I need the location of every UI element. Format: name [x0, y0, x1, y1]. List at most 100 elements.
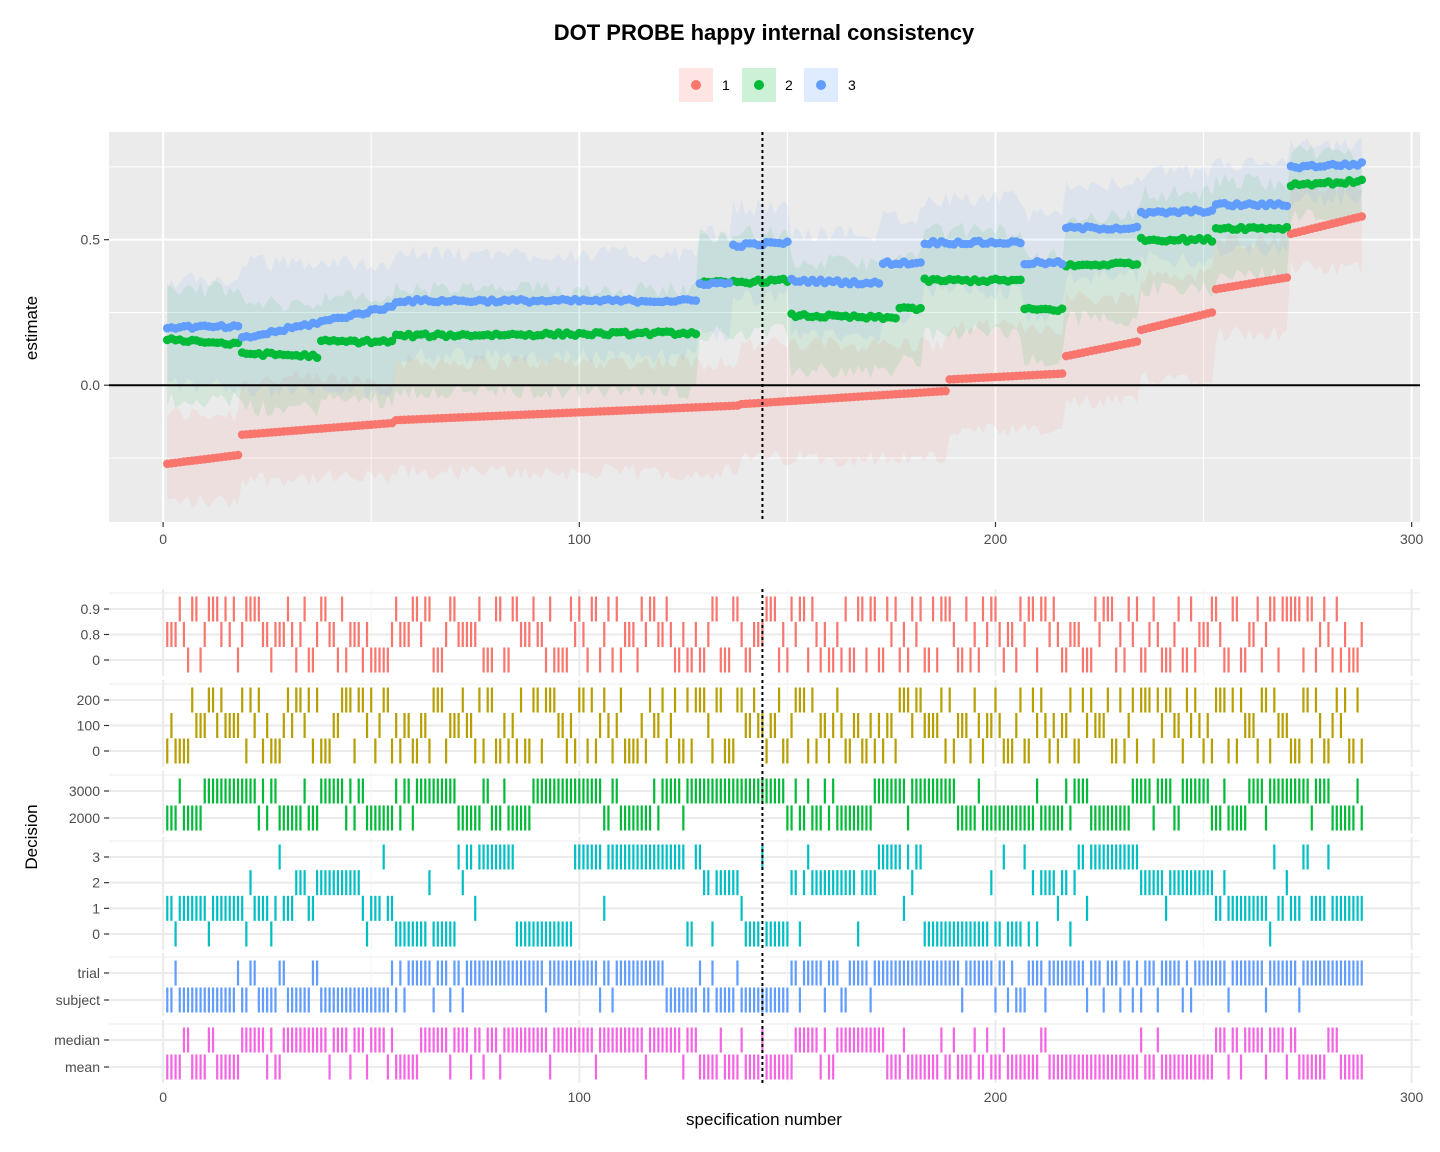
decision-tile — [511, 805, 514, 831]
decision-tile — [1065, 960, 1068, 986]
decision-tile — [182, 622, 186, 647]
decision-tile — [765, 596, 768, 622]
decision-tile — [386, 1054, 389, 1080]
decision-tile — [420, 921, 423, 947]
decision-tile — [1119, 987, 1122, 1013]
decision-tile — [378, 895, 381, 921]
decision-tile — [715, 870, 718, 896]
decision-tile — [1310, 895, 1313, 921]
decision-tile — [873, 738, 876, 764]
decision-tile — [299, 622, 302, 647]
decision-tile — [199, 647, 202, 673]
decision-tile — [270, 921, 273, 947]
decision-tile — [407, 778, 410, 804]
decision-tile — [640, 960, 643, 986]
decision-tile — [1081, 960, 1084, 986]
decision-tile — [420, 960, 423, 986]
decision-tile — [1027, 1054, 1030, 1080]
decision-tile — [224, 1054, 227, 1080]
decision-tile — [811, 596, 814, 622]
decision-tile — [357, 622, 360, 647]
decision-tile — [1352, 805, 1355, 831]
decision-tile — [956, 921, 960, 947]
decision-tile — [1223, 647, 1226, 673]
decision-tile — [486, 647, 489, 673]
decision-tile — [711, 921, 714, 947]
decision-tile — [869, 870, 872, 896]
decision-tile — [374, 738, 377, 764]
decision-tile — [594, 844, 598, 870]
decision-tile — [686, 1027, 689, 1053]
decision-tile — [940, 921, 943, 947]
decision-tile — [261, 1027, 265, 1053]
decision-tile — [1181, 1054, 1184, 1080]
decision-tile — [1069, 1054, 1072, 1080]
decision-tile — [857, 596, 860, 622]
decision-tile — [832, 870, 835, 896]
decision-tile — [1319, 1054, 1322, 1080]
decision-tile — [1185, 778, 1189, 804]
decision-tile — [640, 596, 643, 622]
decision-tile — [990, 1054, 993, 1080]
decision-tile — [1140, 778, 1143, 804]
x-tick-label: 300 — [1400, 531, 1424, 547]
decision-tile — [632, 1027, 635, 1053]
decision-tile — [236, 778, 240, 804]
decision-tile — [1056, 1054, 1060, 1080]
decision-tile — [744, 778, 747, 804]
decision-tile — [1073, 960, 1076, 986]
decision-tile — [420, 778, 423, 804]
decision-tile — [998, 1054, 1001, 1080]
decision-tile — [882, 647, 885, 673]
decision-tile — [869, 1027, 872, 1053]
decision-tile — [503, 1027, 506, 1053]
decision-tile — [819, 870, 822, 896]
decision-tile — [1219, 960, 1222, 986]
decision-tile — [1327, 844, 1330, 870]
decision-tile — [1239, 895, 1243, 921]
decision-tile — [1140, 987, 1143, 1013]
decision-tile — [1277, 647, 1280, 673]
decision-tile — [1060, 1054, 1064, 1080]
decision-tile — [1177, 960, 1180, 986]
decision-tile — [399, 738, 402, 764]
decision-tile — [961, 805, 964, 831]
decision-tile — [519, 921, 523, 947]
decision-tile — [786, 805, 789, 831]
decision-tile — [628, 844, 631, 870]
decision-tile — [1260, 778, 1263, 804]
decision-tile — [257, 987, 260, 1013]
decision-tile — [486, 687, 489, 713]
decision-tile — [278, 805, 281, 831]
decision-tile — [440, 687, 444, 713]
decision-tile — [777, 687, 781, 713]
decision-tile — [420, 622, 423, 647]
decision-tile — [748, 713, 752, 738]
decision-tile — [586, 778, 589, 804]
decision-tile — [332, 1027, 335, 1053]
decision-tile — [174, 805, 177, 831]
decision-tile — [1156, 622, 1159, 647]
decision-tile — [395, 1054, 398, 1080]
decision-tile — [802, 960, 806, 986]
decision-tile — [432, 647, 435, 673]
decision-tile — [1214, 1027, 1218, 1053]
decision-tile — [694, 622, 697, 647]
decision-tile — [715, 596, 718, 622]
decision-tile — [1244, 895, 1247, 921]
decision-tile — [1327, 778, 1330, 804]
decision-tile — [457, 713, 460, 738]
decision-tile — [628, 1027, 631, 1053]
decision-tile — [661, 844, 664, 870]
decision-tile — [619, 1027, 623, 1053]
decision-tile — [207, 921, 210, 947]
decision-tile — [449, 987, 452, 1013]
decision-tile — [399, 1054, 402, 1080]
decision-tile — [582, 960, 585, 986]
decision-tile — [216, 987, 219, 1013]
decision-tile — [911, 870, 914, 896]
decision-tile — [565, 960, 568, 986]
decision-tile — [270, 647, 273, 673]
